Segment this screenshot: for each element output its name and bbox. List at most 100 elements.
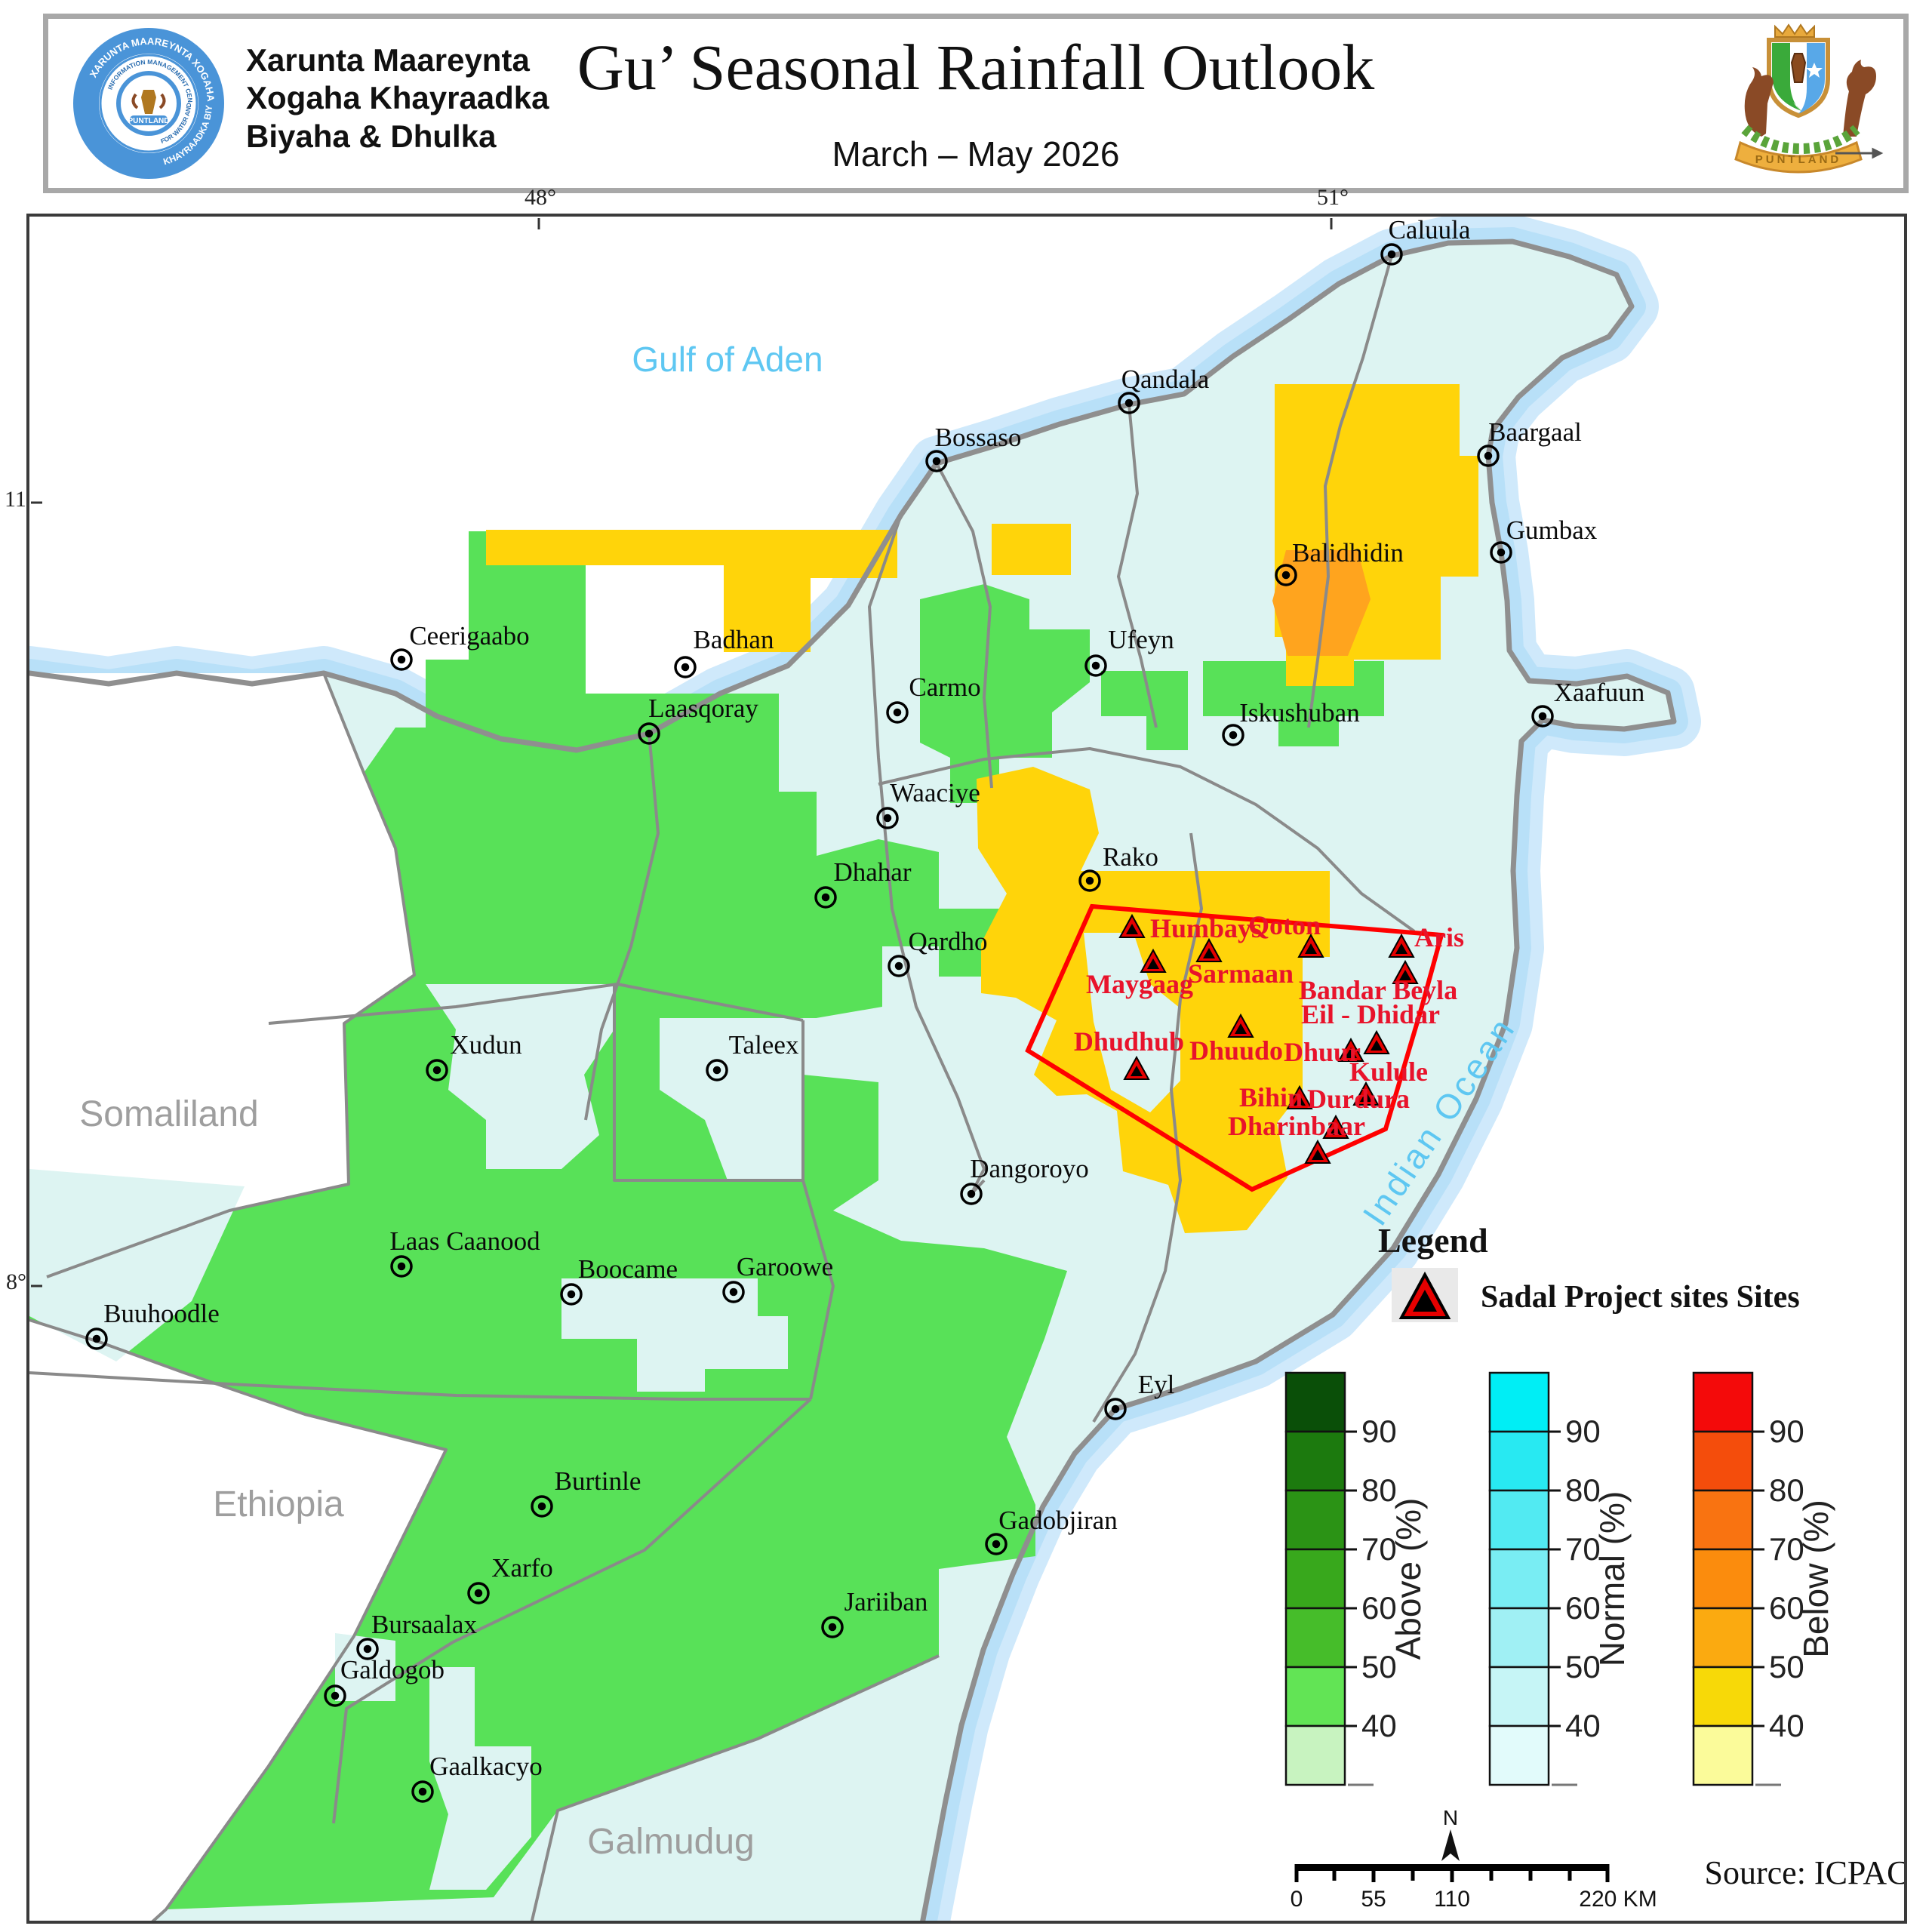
graticule-ticks: [31, 218, 1333, 1287]
org-logo: XARUNTA MAAREYNTA XOGAHA KHAYRAADKA BIYA…: [69, 25, 224, 179]
city-label: Badhan: [694, 625, 774, 654]
normal-zone-pockets: [29, 984, 878, 1890]
legend: Legend Sadal Project sites Sites: [1378, 1221, 1800, 1322]
city-label: Garoowe: [737, 1252, 833, 1281]
rainfall-zone-above-main: [29, 531, 1067, 1909]
scalebar-110: 110: [1434, 1887, 1470, 1912]
scale-tick: 90: [1565, 1414, 1601, 1449]
scalebar-220: 220 KM: [1579, 1887, 1657, 1912]
scale-tick: 70: [1769, 1531, 1804, 1567]
logo-vessel-icon: [141, 90, 156, 114]
latitude-label-8: 8°: [6, 1269, 26, 1294]
city-label: Xudun: [450, 1030, 521, 1060]
city-label: Ufeyn: [1108, 625, 1174, 654]
site-triangle-icon: [1297, 933, 1324, 958]
site-triangle-icon: [1304, 1139, 1331, 1164]
city-label: Ceerigaabo: [409, 621, 529, 651]
scale-tick: 90: [1361, 1414, 1397, 1449]
city-marker: [1275, 564, 1297, 586]
site-label: Eil - Dhidar: [1301, 999, 1440, 1029]
legend-triangle-icon: [1398, 1271, 1451, 1319]
city-label: Xaafuun: [1554, 678, 1645, 707]
colorbar-below: 90 80 70 60 50 40 Below (%): [1692, 1371, 1835, 1786]
ethiopia-area: [29, 1320, 446, 1924]
galmudug-label: Galmudug: [587, 1822, 754, 1862]
site-label: Bandar Beyla: [1299, 975, 1457, 1005]
city-label: Eyl: [1138, 1370, 1175, 1399]
scale-title-normal: Normal (%): [1592, 1491, 1632, 1667]
site-triangle-icon: [1140, 948, 1167, 973]
header-bar: XARUNTA MAAREYNTA XOGAHA KHAYRAADKA BIYA…: [43, 14, 1909, 193]
city-label: Xarfo: [491, 1553, 553, 1583]
legend-heading: Legend: [1378, 1221, 1488, 1260]
site-triangle-icon: [1322, 1114, 1349, 1139]
city-label: Bursaalax: [371, 1610, 477, 1639]
scalebar-55: 55: [1361, 1887, 1386, 1912]
site-label: Dhuudo: [1189, 1035, 1283, 1066]
scale-title-above: Above (%): [1389, 1498, 1428, 1660]
site-label: Dharinbaar: [1228, 1111, 1365, 1141]
longitude-label-48: 48°: [525, 185, 556, 210]
org-line-3: Biyaha & Dhulka: [246, 118, 497, 154]
site-triangle-icon: [1392, 959, 1419, 984]
scalebar-0: 0: [1291, 1887, 1303, 1912]
city-marker: [1477, 445, 1500, 467]
org-line-2: Xogaha Khayraadka: [246, 80, 549, 116]
city-marker: [1531, 705, 1554, 728]
north-label: N: [1443, 1806, 1458, 1829]
longitude-label-51: 51°: [1317, 185, 1349, 210]
scale-tick: 40: [1565, 1708, 1601, 1743]
site-label: Maygaag: [1086, 969, 1193, 999]
logo-horses-icon: [131, 93, 166, 109]
city-marker: [85, 1327, 108, 1350]
city-marker: [888, 955, 910, 977]
scale-bar: 0 55 110 220 KM: [1291, 1864, 1657, 1912]
site-triangle-icon: [1337, 1037, 1364, 1062]
city-marker: [876, 807, 899, 829]
scale-tick: 50: [1769, 1649, 1804, 1684]
site-triangle-icon: [1195, 937, 1223, 962]
site-label: Sarmaan: [1188, 958, 1294, 989]
city-markers: [85, 243, 1554, 1803]
city-marker: [324, 1684, 346, 1707]
city-label: Laasqoray: [648, 694, 758, 723]
scale-tick: 80: [1769, 1472, 1804, 1508]
colorbar-above: 90 80 70 60 50 40 Above (%): [1284, 1371, 1428, 1786]
city-marker: [390, 1255, 413, 1278]
city-marker: [1078, 869, 1101, 892]
sadal-site-labels: Humbays Qoton Aris Sarmaan Maygaag Banda…: [1074, 910, 1464, 1141]
city-marker: [1490, 541, 1512, 564]
ribbon-banner: [1734, 140, 1863, 174]
city-marker: [411, 1780, 434, 1803]
city-marker: [1118, 392, 1140, 414]
city-marker: [674, 656, 697, 678]
ribbon-text: PUNTLAND: [1755, 153, 1842, 166]
city-marker: [638, 722, 660, 745]
city-marker: [426, 1059, 448, 1081]
city-marker: [985, 1533, 1008, 1555]
page-title: Gu’ Seasonal Rainfall Outlook: [577, 31, 1375, 103]
city-label: Boocame: [578, 1254, 678, 1284]
scale-tick: 70: [1361, 1531, 1397, 1567]
puntland-coat-of-arms: PUNTLAND: [1734, 23, 1884, 174]
city-label: Laas Caanood: [389, 1226, 540, 1256]
source-credit: Source: ICPAC: [1705, 1854, 1904, 1891]
city-label: Qardho: [909, 927, 988, 956]
somaliland-area: [29, 673, 414, 1272]
city-label: Buuhoodle: [103, 1299, 220, 1328]
site-label: Dhuur: [1284, 1037, 1361, 1067]
city-marker: [814, 886, 837, 909]
city-label: Dangoroyo: [970, 1154, 1088, 1183]
site-label: Kulule: [1349, 1057, 1428, 1087]
site-label: Qoton: [1248, 910, 1321, 940]
city-marker: [1084, 654, 1107, 677]
city-label: Carmo: [909, 672, 980, 702]
city-marker: [1380, 243, 1403, 266]
site-triangle-icon: [1286, 1084, 1313, 1109]
city-marker: [960, 1183, 983, 1205]
site-triangle-icon: [1388, 933, 1415, 958]
city-marker: [821, 1616, 844, 1638]
spear-icon: [1835, 147, 1884, 159]
ethiopia-label: Ethiopia: [213, 1484, 344, 1524]
scale-tick: 60: [1769, 1590, 1804, 1626]
